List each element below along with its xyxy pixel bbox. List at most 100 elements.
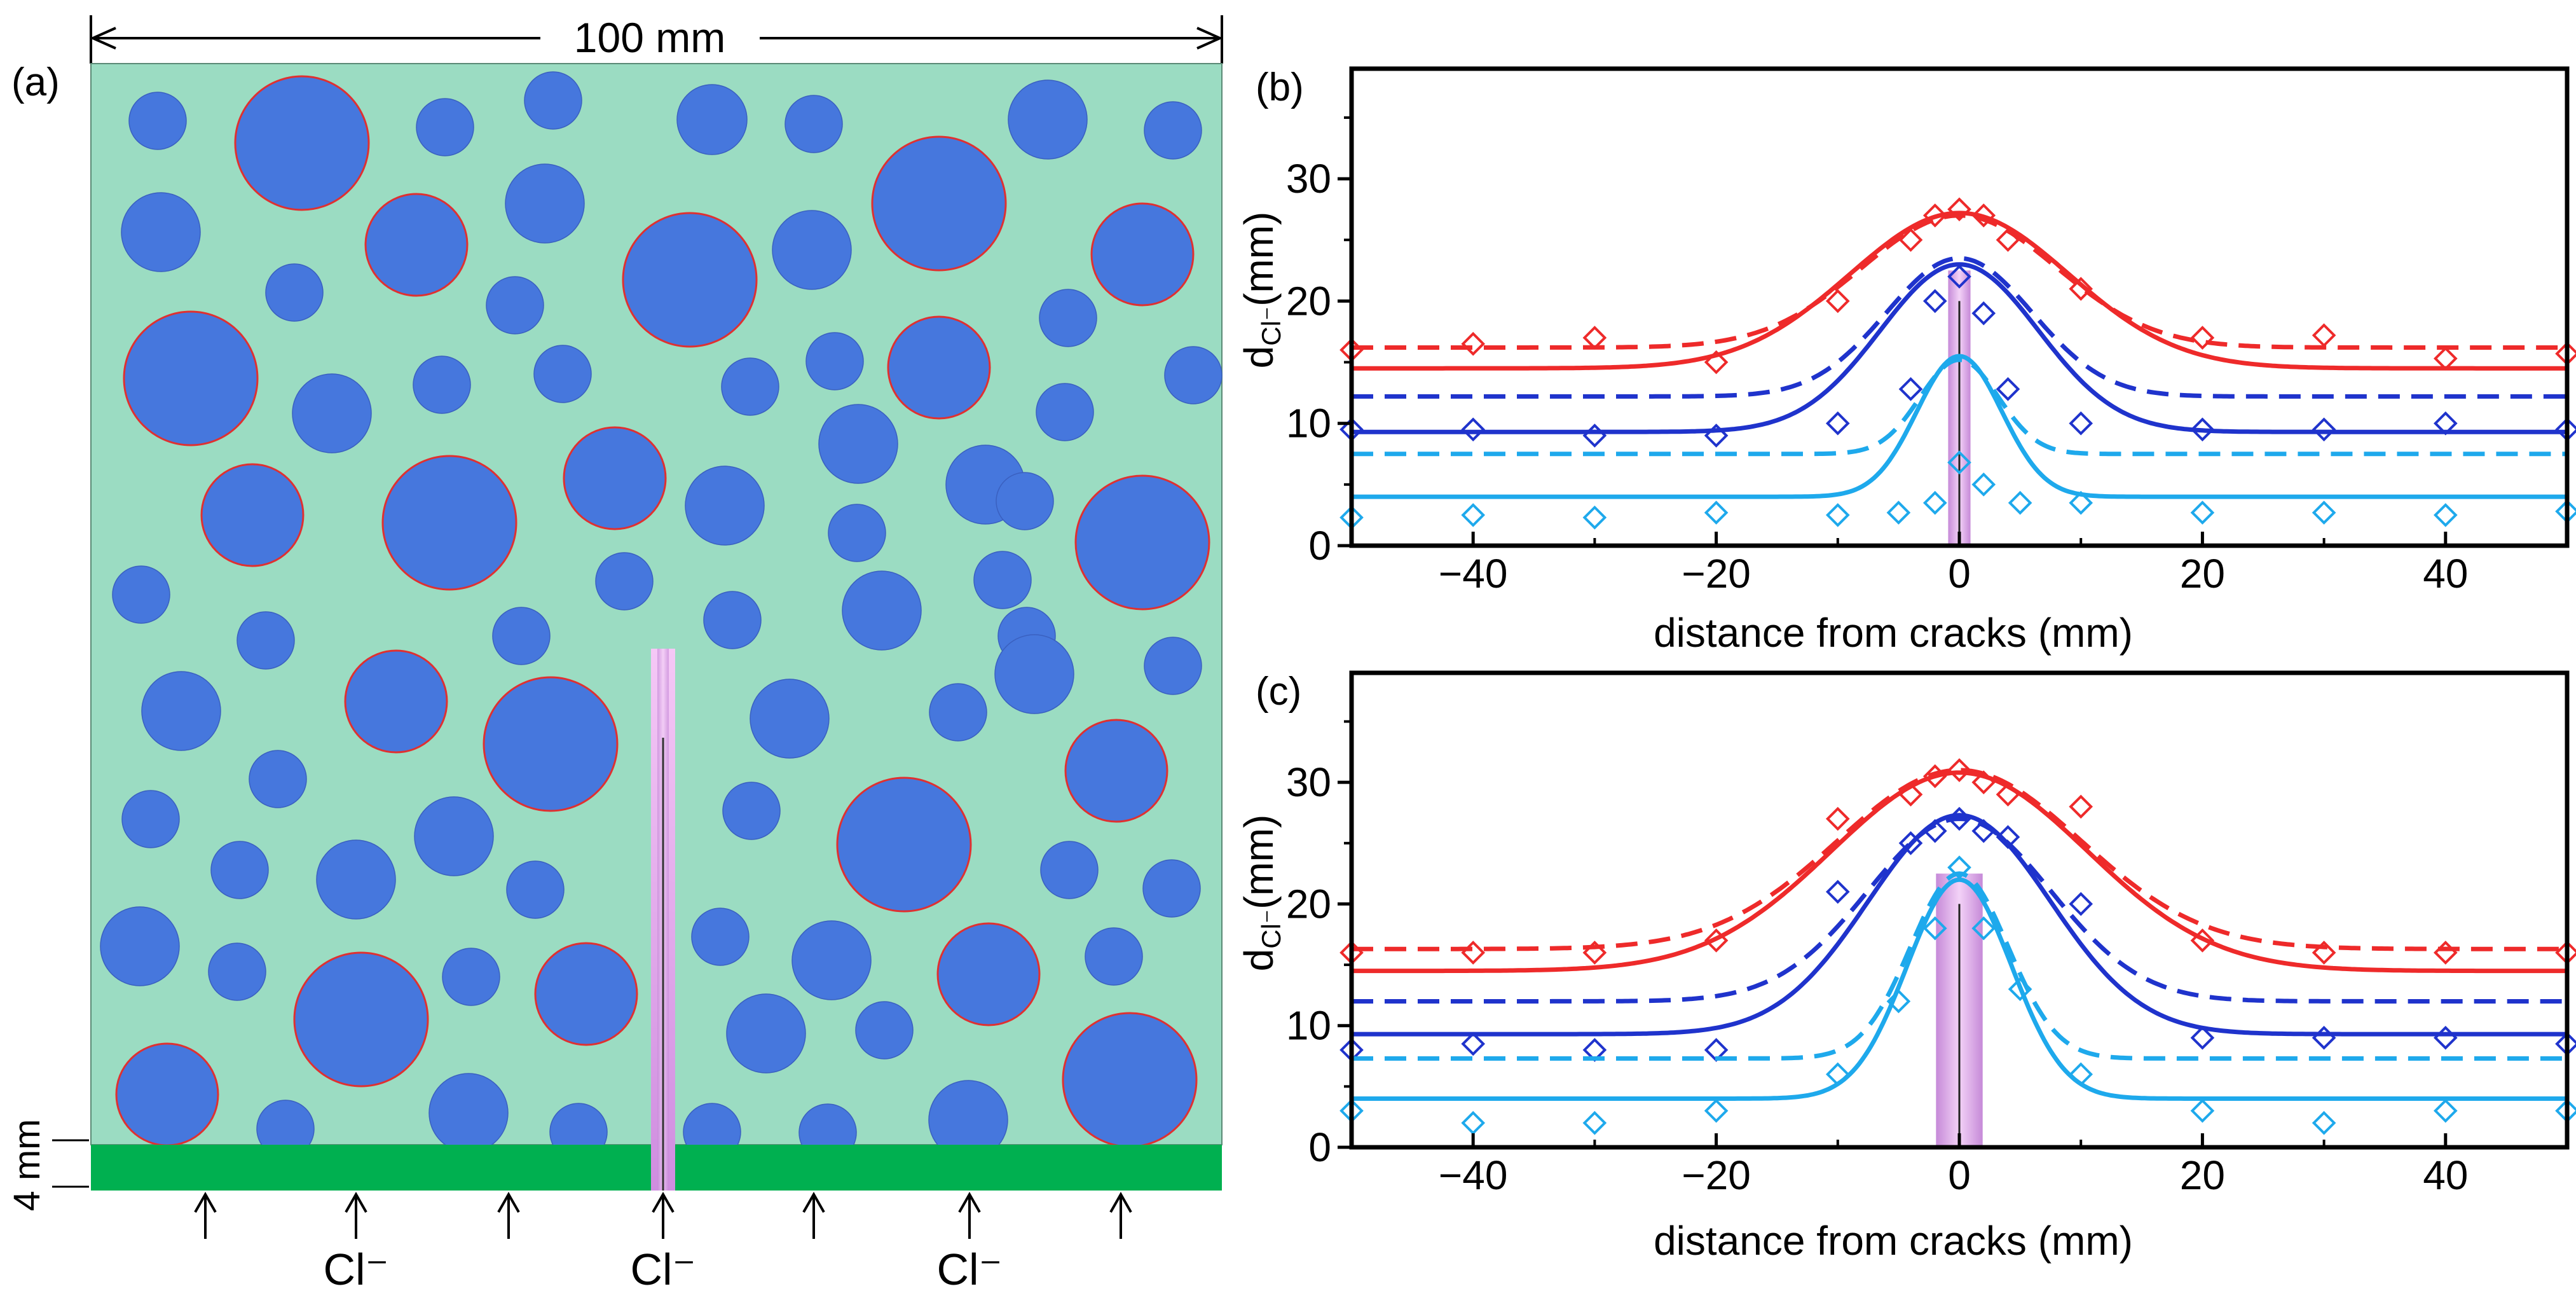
chartC-red-marker-3 (1704, 928, 1729, 953)
chartB-red-marker-11 (2190, 326, 2215, 350)
chartC-red-marker-6 (1922, 764, 1947, 789)
chartC-lightblue-dashed-line (1352, 871, 2567, 1061)
aggregate-24 (1039, 289, 1097, 347)
aggregate-68 (791, 920, 872, 1000)
aggregate-36 (996, 472, 1054, 530)
chartC-blue-marker-12 (2312, 1026, 2336, 1050)
svg-text:dCl⁻(mm): dCl⁻(mm) (1236, 212, 1286, 369)
aggregate-43 (141, 671, 221, 751)
chartB-red-marker-10 (2069, 277, 2093, 301)
chartB-ytick-label-0: 0 (1308, 523, 1331, 569)
chartC-red-dashed-line (1352, 768, 2567, 951)
chartC-blue-marker-8 (1971, 818, 1996, 843)
chloride-arrow-4 (652, 1191, 675, 1239)
aggregate-21 (721, 357, 779, 416)
aggregate-45 (483, 676, 619, 812)
chartB-red-marker-9 (1996, 228, 2020, 252)
aggregate-20 (533, 345, 592, 403)
chartC-blue-marker-6 (1922, 818, 1947, 843)
aggregate-74 (115, 1042, 219, 1147)
aggregate-3 (524, 71, 582, 130)
chloride-arrow-2 (345, 1191, 367, 1239)
chartB-red-marker-4 (1825, 289, 1850, 314)
aggregate-46 (750, 679, 830, 759)
chart-c-xlabel: distance from cracks (mm) (1654, 1218, 2133, 1264)
chloride-arrow-7 (1109, 1191, 1132, 1239)
width-label: 100 mm (574, 14, 725, 61)
aggregate-39 (236, 611, 295, 670)
chartC-xtick-label-3: 20 (2180, 1152, 2225, 1198)
chartB-red-marker-6 (1922, 203, 1947, 228)
chloride-arrow-3 (497, 1191, 520, 1239)
chartB-blue-marker-7 (1947, 265, 1971, 289)
chartC-red-marker-12 (2312, 941, 2336, 965)
aggregate-51 (1064, 719, 1168, 823)
chartB-red-marker-2 (1582, 326, 1607, 350)
chartB-blue-marker-6 (1922, 289, 1947, 314)
chartC-red-marker-11 (2190, 928, 2215, 953)
chartB-red-marker-8 (1971, 203, 1996, 228)
aggregate-2 (416, 98, 474, 156)
chartC-blue-marker-13 (2433, 1026, 2458, 1050)
chartB-blue-marker-9 (1996, 377, 2020, 401)
chartC-lightblue-marker-7 (1947, 855, 1971, 880)
depth-dimension (52, 1139, 89, 1188)
panel-c: (c) −40 −20 0 20 40 0 10 20 30 distance from cra… (1236, 670, 2576, 1264)
aggregate-1 (234, 75, 370, 211)
chloride-arrow-6 (958, 1191, 981, 1239)
aggregate-70 (1085, 927, 1143, 986)
chart-b-ylabel-unit: (mm) (1236, 212, 1282, 307)
chartC-blue-dashed-line (1352, 816, 2567, 1004)
chart-c-ylabel-d: d (1236, 949, 1282, 972)
chartC-lightblue-marker-8 (1971, 916, 1996, 941)
aggregate-64 (293, 951, 429, 1087)
chartB-lightblue-marker-5 (1886, 501, 1911, 525)
chartB-xtick-label-3: 20 (2180, 551, 2225, 597)
chartB-xtick-label-0: −40 (1439, 551, 1508, 597)
chartB-lightblue-marker-3 (1704, 501, 1729, 525)
aggregate-17 (123, 310, 259, 446)
chartC-blue-marker-11 (2190, 1026, 2215, 1050)
chartB-lightblue-marker-6 (1922, 490, 1947, 515)
chloride-arrow-5 (802, 1191, 825, 1239)
aggregate-10 (505, 163, 585, 244)
aggregate-19 (413, 356, 471, 414)
chartB-blue-marker-8 (1971, 301, 1996, 326)
chartB-red-marker-3 (1704, 350, 1729, 375)
chartB-blue-marker-13 (2433, 411, 2458, 436)
chartC-blue-marker-7 (1947, 806, 1971, 831)
aggregate-42 (112, 565, 170, 624)
chart-b-xlabel: distance from cracks (mm) (1654, 610, 2133, 656)
chartB-ytick-label-3: 30 (1286, 156, 1331, 202)
svg-text:dCl⁻(mm): dCl⁻(mm) (1236, 815, 1286, 972)
chartC-red-marker-9 (1996, 782, 2020, 807)
chartC-blue-marker-10 (2069, 892, 2093, 916)
aggregate-9 (364, 193, 469, 297)
chartC-lightblue-marker-9 (2008, 977, 2032, 1002)
aggregate-40 (492, 607, 551, 665)
aggregate-23 (887, 315, 991, 420)
aggregate-4 (676, 84, 748, 155)
chartB-lightblue-marker-4 (1825, 503, 1850, 527)
chartC-lightblue-marker-11 (2190, 1098, 2215, 1123)
chart-c-ylabel: dCl⁻(mm) (1236, 815, 1286, 972)
chartB-blue-marker-11 (2190, 417, 2215, 442)
chartC-lightblue-solid-line (1352, 877, 2567, 1101)
chloride-label-2: Cl⁻ (630, 1245, 695, 1294)
aggregate-35 (1074, 474, 1210, 611)
chartC-xtick-label-1: −20 (1682, 1152, 1751, 1198)
aggregate-58 (722, 782, 781, 840)
chartC-lightblue-marker-6 (1922, 916, 1947, 941)
chartC-lightblue-marker-10 (2069, 1062, 2093, 1087)
aggregate-8 (121, 192, 201, 272)
chartC-red-marker-2 (1582, 941, 1607, 965)
chartC-blue-marker-5 (1898, 831, 1923, 855)
chartB-xtick-label-2: 0 (1948, 551, 1971, 597)
chartB-xtick-label-4: 40 (2423, 551, 2468, 597)
chartB-red-solid-line (1352, 211, 2567, 371)
aggregate-30 (818, 404, 898, 484)
aggregate-48 (994, 634, 1074, 714)
width-dimension (90, 15, 1223, 64)
chartC-blue-marker-4 (1825, 880, 1850, 904)
aggregate-54 (210, 841, 269, 899)
